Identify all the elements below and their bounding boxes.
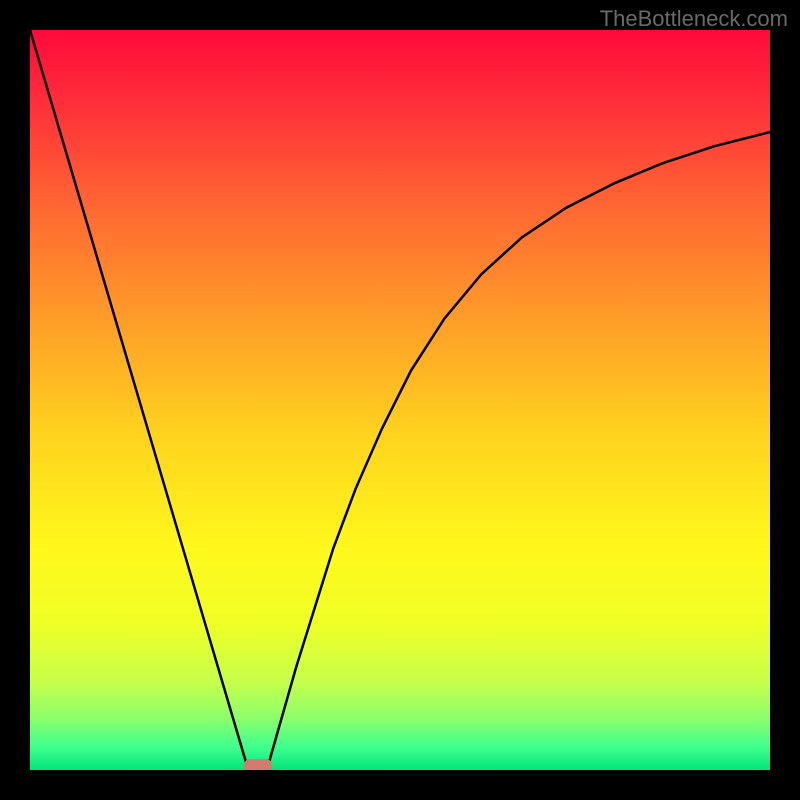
curve-right-branch [267,132,770,770]
plot-area [30,30,770,770]
curve-left-branch [30,30,248,770]
curve-layer [30,30,770,770]
vertex-marker [244,759,272,770]
watermark-text: TheBottleneck.com [600,6,788,32]
chart-frame: TheBottleneck.com [0,0,800,800]
